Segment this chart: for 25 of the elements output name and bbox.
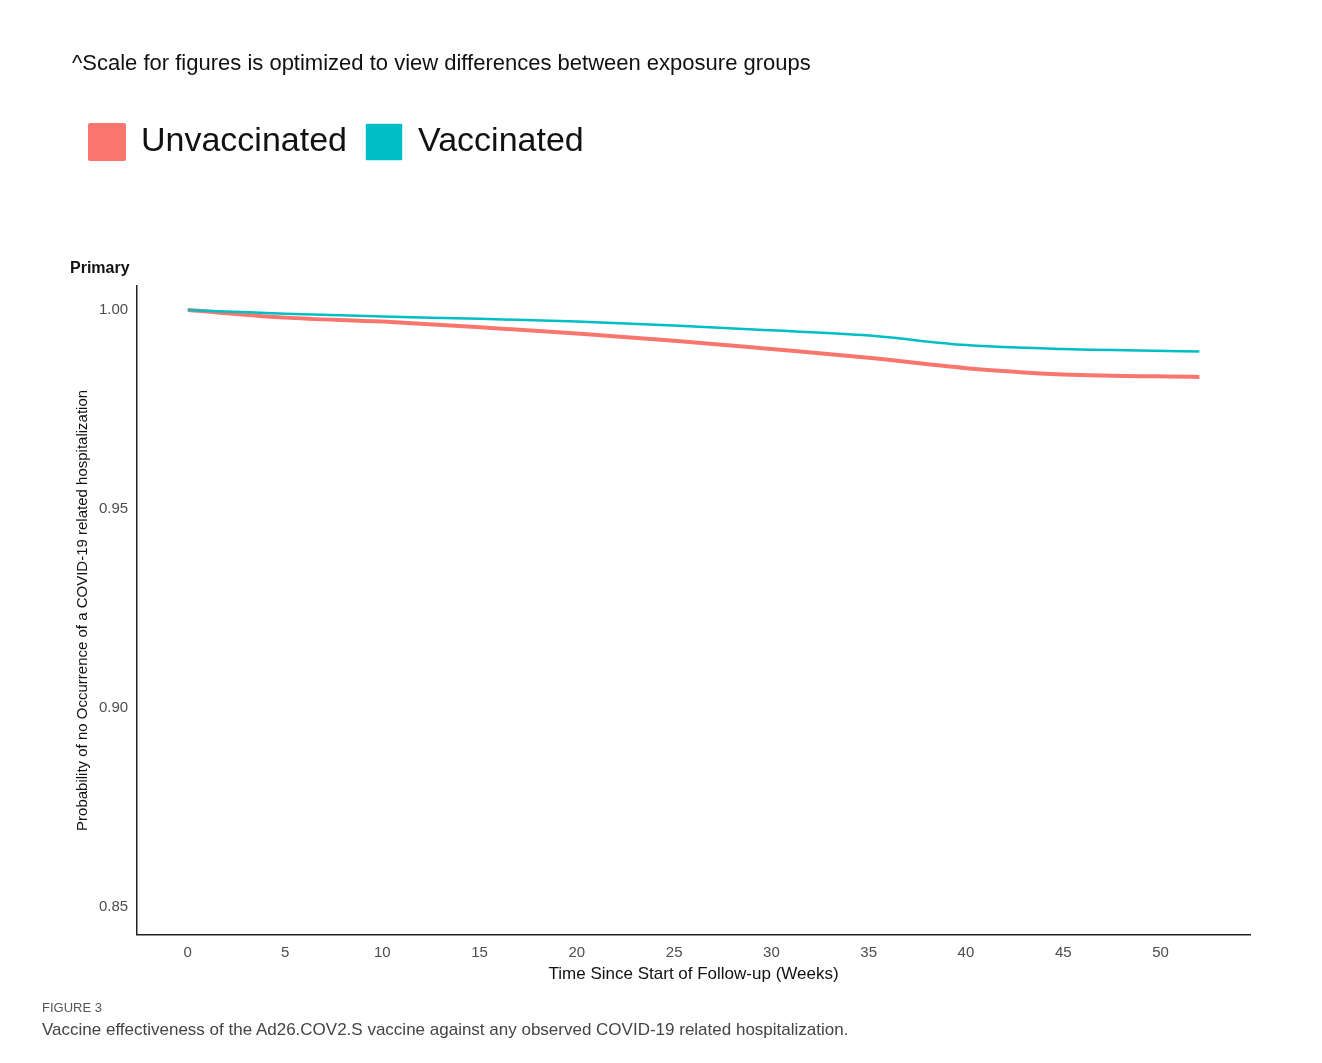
legend-label: Unvaccinated: [141, 120, 348, 159]
line-series: [185, 308, 1202, 379]
legend-label: Vaccinated: [418, 120, 584, 159]
x-tick-label: 5: [280, 942, 290, 960]
text: ^Scale for figures is optimized to view differences between exposure groups: [72, 50, 811, 76]
y-axis-title: Probability of no Occurrence of a COVID-19 related hospitalization: [73, 389, 91, 831]
x-tick-label: 10: [373, 942, 391, 960]
x-tick-label: 45: [1054, 942, 1072, 960]
x-tick-label: 25: [665, 942, 683, 960]
line-series: [186, 308, 1201, 353]
caption: FIGURE 3: [42, 1000, 102, 1015]
chart-title: Primary: [70, 259, 130, 277]
x-tick-label: 20: [568, 942, 586, 960]
x-tick-label: 15: [471, 942, 488, 960]
x-tick-label: 0: [183, 942, 192, 960]
x-tick-label: 40: [957, 942, 975, 960]
x-tick-label: 35: [860, 942, 878, 960]
y-tick-label: 0.95: [98, 499, 129, 517]
x-axis-title: Time Since Start of Follow-up (Weeks): [548, 964, 839, 984]
y-tick-label: 0.85: [98, 896, 129, 914]
x-tick-label: 30: [763, 942, 780, 960]
y-tick-label: 0.90: [98, 698, 129, 715]
x-tick-label: 50: [1152, 942, 1169, 960]
y-tick-label: 1.00: [98, 300, 129, 318]
text: Vaccine effectiveness of the Ad26.COV2.S vaccine against any observed COVID-19 related hospitalization.: [42, 1020, 849, 1040]
